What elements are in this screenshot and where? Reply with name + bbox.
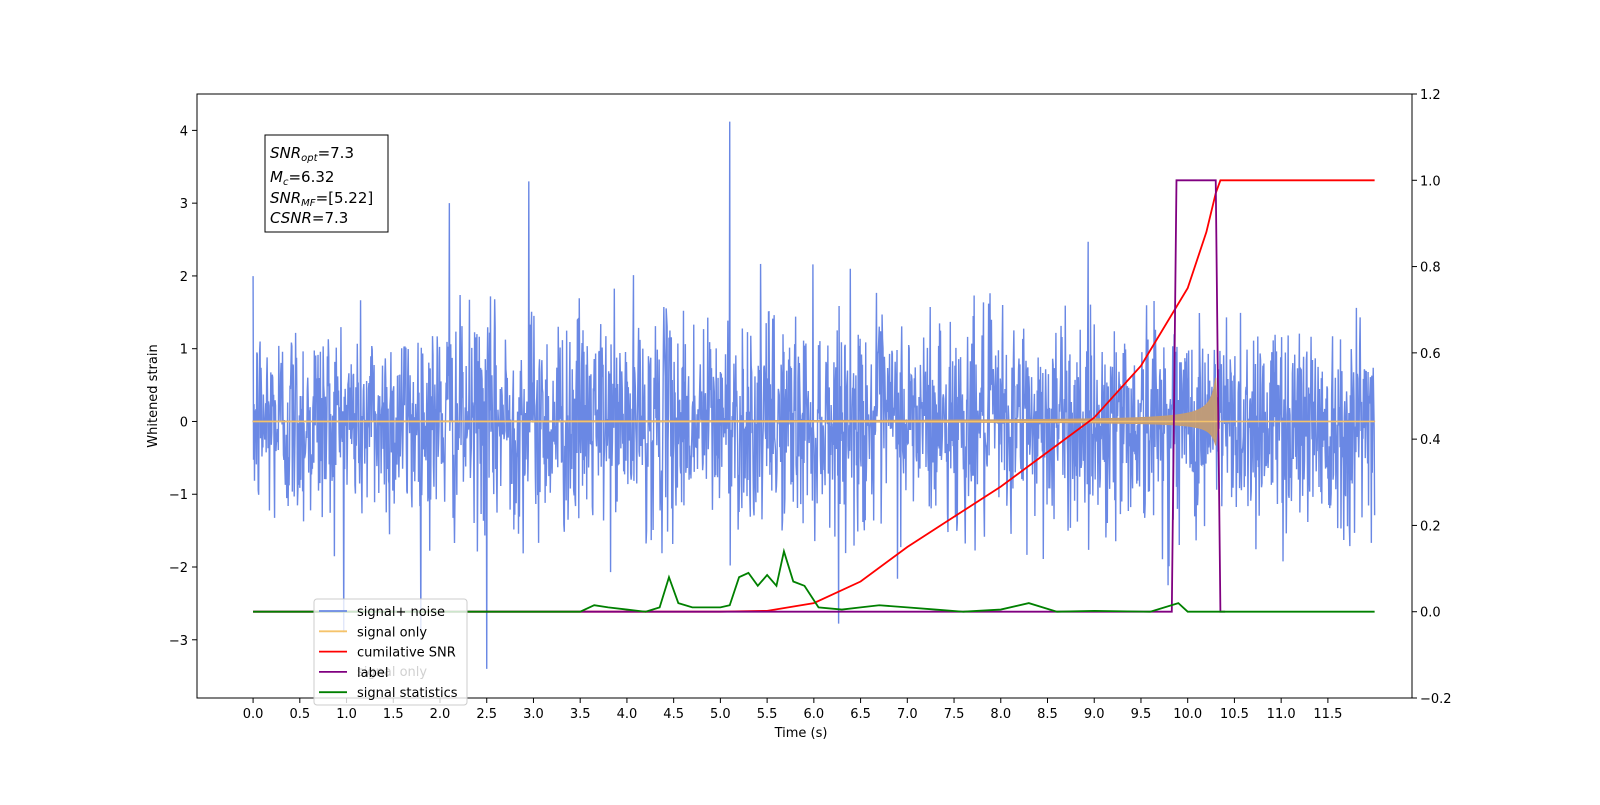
legend-entry-cumulative-snr: cumilative SNR: [319, 646, 456, 661]
stat-chirp-mass: Mc=6.32: [270, 168, 334, 188]
x-tick-label: 2.5: [476, 707, 497, 722]
x-tick-label: 5.0: [710, 707, 731, 722]
y-left-tick-label: −3: [169, 634, 188, 649]
y-left-tick-label: 3: [180, 197, 188, 212]
legend-entry-signal-statistics: signal statistics: [319, 686, 458, 701]
y-right-tick-label: 0.6: [1420, 347, 1441, 362]
y-left-tick-label: 0: [180, 415, 188, 430]
y-right-tick-label: 0.8: [1420, 261, 1441, 276]
x-tick-label: 6.5: [850, 707, 871, 722]
x-tick-label: 0.0: [243, 707, 264, 722]
y-left-tick-label: 1: [180, 343, 188, 358]
y-right-tick-label: 1.2: [1420, 88, 1441, 103]
stats-box-frame: [264, 134, 389, 233]
x-tick-label: 11.0: [1267, 707, 1296, 722]
legend-entry-signal-only: signal only: [319, 625, 427, 640]
series-signal-statistics-line: [253, 547, 1375, 613]
x-tick-label: 3.0: [523, 707, 544, 722]
stat-snr-mf: SNRMF=[5.22]: [270, 189, 373, 209]
plot-layer: [252, 121, 1376, 669]
legend-entry-signal-noise: signal+ noise: [319, 605, 445, 620]
x-tick-label: 4.5: [663, 707, 684, 722]
x-tick-label: 0.5: [289, 707, 310, 722]
legend-items: signal+ noise signal only cumilative SNR la…: [319, 605, 458, 701]
x-tick-label: 10.5: [1220, 707, 1249, 722]
legend-frame: [313, 598, 468, 706]
stat-snr-opt: SNRopt=7.3: [270, 144, 354, 164]
x-tick-label: 11.5: [1313, 707, 1342, 722]
x-tick-label: 5.5: [757, 707, 778, 722]
y-left-tick-label: −1: [169, 488, 188, 503]
legend-label: signal+ noise: [357, 605, 445, 620]
y-right-tick-label: −0.2: [1420, 692, 1452, 707]
y-left-tick-label: −2: [169, 561, 188, 576]
y-left-tick-label: 2: [180, 270, 188, 285]
axes-layer: 0.0 0.5 1.0 1.5 2.0 2.5 3.0 3.5 4.0 4.5 5.0 5.5 6.0 6…: [169, 88, 1452, 722]
y-left-tick-label: 4: [180, 124, 188, 139]
x-tick-label: 9.5: [1131, 707, 1152, 722]
x-axis-label: Time (s): [774, 726, 828, 741]
series-cumulative-snr-line: [253, 179, 1375, 613]
x-tick-label: 7.0: [897, 707, 918, 722]
y-right-tick-label: 0.2: [1420, 519, 1441, 534]
legend-label: signal only: [357, 625, 427, 640]
legend-label: signal statistics: [357, 686, 458, 701]
y-axis-label: Whitened strain: [146, 344, 161, 447]
x-tick-label: 1.0: [336, 707, 357, 722]
x-tick-label: 2.0: [430, 707, 451, 722]
series-signal-noise-line: [252, 121, 1376, 669]
x-tick-label: 8.5: [1037, 707, 1058, 722]
legend-entry-label: label: [319, 666, 388, 681]
stat-csnr: CSNR=7.3: [270, 209, 348, 227]
x-tick-label: 6.0: [804, 707, 825, 722]
y-right-tick-label: 0.4: [1420, 433, 1441, 448]
x-tick-label: 3.5: [570, 707, 591, 722]
x-tick-label: 7.5: [944, 707, 965, 722]
x-tick-label: 4.0: [617, 707, 638, 722]
x-tick-label: 10.0: [1173, 707, 1202, 722]
x-tick-label: 1.5: [383, 707, 404, 722]
legend: signal only signal+ noise signal only cumi…: [313, 598, 468, 706]
legend-label: label: [357, 666, 388, 681]
x-tick-label: 8.0: [990, 707, 1011, 722]
plot-frame: [196, 93, 1413, 699]
legend-ghost-entry: signal only: [357, 665, 427, 680]
y-right-tick-label: 0.0: [1420, 606, 1441, 621]
x-tick-label: 9.0: [1084, 707, 1105, 722]
stats-box: SNRopt=7.3 Mc=6.32 SNRMF=[5.22] CSNR=7.3: [264, 134, 389, 233]
y-right-tick-label: 1.0: [1420, 174, 1441, 189]
legend-label: cumilative SNR: [357, 646, 456, 661]
